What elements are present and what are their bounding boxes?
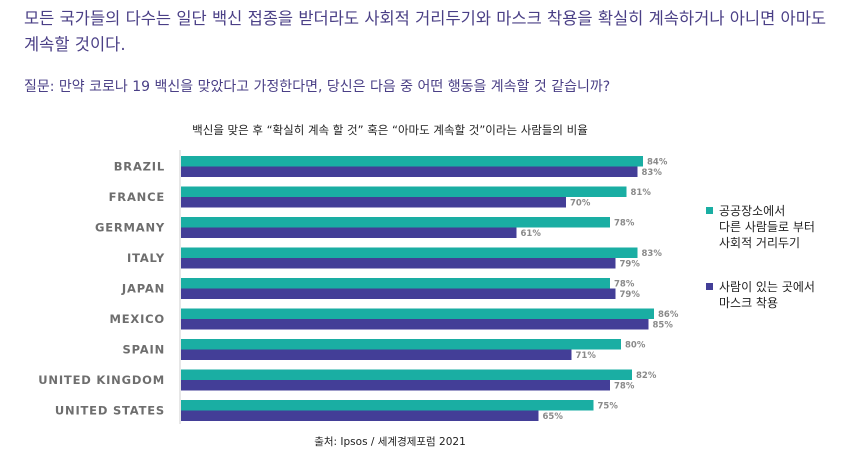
value-label-italy-series-2: 79% [620, 260, 641, 270]
bar-united-states-series-1 [181, 400, 594, 411]
value-label-france-series-1: 81% [631, 188, 652, 198]
bar-japan-series-1 [181, 278, 610, 289]
value-label-japan-series-2: 79% [620, 290, 641, 300]
category-label-united-states: UNITED STATES [55, 404, 165, 418]
bar-germany-series-1 [181, 217, 610, 228]
value-label-spain-series-2: 71% [576, 351, 597, 361]
bar-mexico-series-2 [181, 319, 649, 330]
bar-brazil-series-1 [181, 156, 643, 167]
bar-italy-series-2 [181, 258, 616, 269]
legend-label-series-2-line-2: 마스크 착용 [719, 296, 778, 310]
category-label-united-kingdom: UNITED KINGDOM [38, 373, 165, 387]
category-label-italy: ITALY [127, 251, 165, 265]
value-label-japan-series-1: 78% [614, 280, 635, 290]
category-label-mexico: MEXICO [110, 312, 165, 326]
bar-spain-series-1 [181, 339, 621, 350]
bar-united-states-series-2 [181, 410, 539, 421]
bar-united-kingdom-series-2 [181, 380, 610, 391]
category-label-brazil: BRAZIL [114, 160, 165, 174]
legend-label-series-1-line-1: 공공장소에서 [719, 204, 785, 218]
bar-brazil-series-2 [181, 166, 638, 177]
category-label-france: FRANCE [109, 190, 165, 204]
bar-france-series-1 [181, 186, 627, 197]
value-label-germany-series-1: 78% [614, 219, 635, 229]
value-label-france-series-2: 70% [570, 199, 591, 209]
bar-germany-series-2 [181, 227, 517, 238]
chart-title: 백신을 맞은 후 “확실히 계속 할 것” 혹은 “아마도 계속할 것”이라는 … [192, 123, 588, 137]
value-label-brazil-series-2: 83% [642, 168, 663, 178]
value-label-brazil-series-1: 84% [647, 158, 668, 168]
bar-japan-series-2 [181, 288, 616, 299]
legend-label-series-2-line-1: 사람이 있는 곳에서 [719, 280, 815, 294]
value-label-united-states-series-2: 65% [543, 412, 564, 422]
legend-swatch-series-1 [706, 207, 713, 214]
value-label-mexico-series-1: 86% [658, 310, 679, 320]
bars-group: BRAZIL 84%83%FRANCE 81%70%GERMANY 78%61%ITA… [38, 156, 679, 422]
legend-label-series-1-line-3: 사회적 거리두기 [719, 236, 800, 250]
category-label-japan: JAPAN [121, 282, 165, 296]
legend-label-series-1-line-2: 다른 사람들로 부터 [719, 220, 815, 234]
value-label-united-states-series-1: 75% [598, 402, 619, 412]
category-label-germany: GERMANY [95, 221, 165, 235]
headline: 모든 국가들의 다수는 일단 백신 접종을 받더라도 사회적 거리두기와 마스크… [24, 9, 827, 54]
bar-united-kingdom-series-1 [181, 369, 632, 380]
value-label-mexico-series-2: 85% [653, 321, 674, 331]
value-label-spain-series-1: 80% [625, 341, 646, 351]
category-label-spain: SPAIN [123, 343, 165, 357]
survey-question: 질문: 만약 코로나 19 백신을 맞았다고 가정한다면, 당신은 다음 중 어… [24, 79, 611, 95]
source-note: 출처: Ipsos / 세계경제포럼 2021 [314, 436, 466, 448]
value-label-germany-series-2: 61% [521, 229, 542, 239]
legend-swatch-series-2 [706, 283, 713, 290]
value-label-united-kingdom-series-2: 78% [614, 382, 635, 392]
bar-spain-series-2 [181, 349, 572, 360]
value-label-italy-series-1: 83% [642, 249, 663, 259]
bar-mexico-series-1 [181, 308, 654, 319]
bar-italy-series-1 [181, 247, 638, 258]
bar-france-series-2 [181, 197, 566, 208]
value-label-united-kingdom-series-1: 82% [636, 371, 657, 381]
